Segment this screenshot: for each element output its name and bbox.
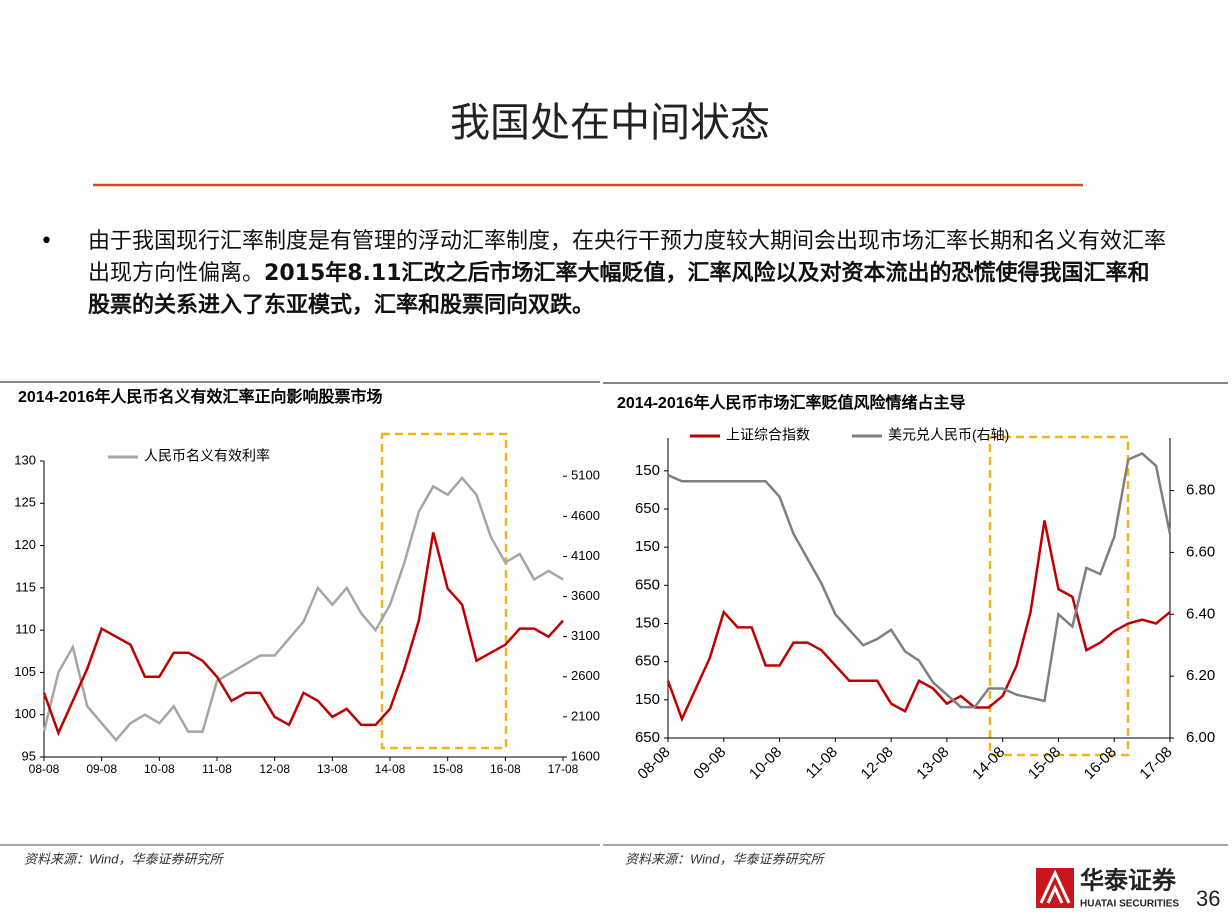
x-tick-label: 13-08 — [913, 744, 952, 783]
x-tick-label: 16-08 — [1081, 744, 1120, 783]
y-tick-label: 120 — [14, 537, 36, 552]
bullet-bold: 2015年8.11汇改之后市场汇率大幅贬值，汇率风险以及对资本流出的恐慌使得我国… — [88, 261, 1150, 318]
source: 资料来源：Wind，华泰证券研究所 — [24, 851, 225, 866]
legend-label: 人民币名义有效利率 — [144, 448, 270, 464]
x-tick-label: 16-08 — [490, 762, 521, 776]
y2-tick-label: 6.40 — [1186, 605, 1215, 622]
bullet-normal: 由于我国现行汇率制度是有管理的浮动汇率制度，在央行干预力度较大期间会出现市场汇率… — [88, 229, 1167, 286]
x-tick-label: 11-08 — [803, 744, 841, 782]
x-tick-label: 17-08 — [548, 762, 579, 776]
x-tick-label: 11-08 — [202, 762, 232, 776]
series-line — [42, 532, 564, 737]
y2-tick-label: 4100 — [571, 548, 600, 563]
y2-tick-label: 6.80 — [1186, 482, 1215, 499]
y-tick-label: 150 — [635, 538, 660, 555]
legend-label: 上证综合指数 — [726, 427, 810, 443]
y2-tick-label: 2600 — [571, 668, 600, 683]
y2-tick-label: 5100 — [571, 468, 600, 483]
y-tick-label: 110 — [15, 622, 36, 637]
x-tick-label: 09-08 — [690, 744, 729, 783]
y-tick-label: 100 — [14, 706, 36, 721]
y2-tick-label: 3600 — [571, 588, 600, 603]
x-tick-label: 15-08 — [1025, 744, 1064, 783]
source: 资料来源：Wind，华泰证券研究所 — [625, 851, 826, 866]
series-line — [42, 475, 564, 743]
x-tick-label: 10-08 — [144, 762, 175, 776]
y-tick-label: 650 — [635, 729, 660, 746]
y-tick-label: 105 — [14, 664, 36, 679]
x-tick-label: 10-08 — [746, 744, 785, 783]
y2-tick-label: 6.60 — [1186, 543, 1215, 560]
y2-tick-label: 1600 — [571, 748, 600, 763]
y-tick-label: 95 — [22, 748, 36, 763]
x-tick-label: 13-08 — [317, 762, 348, 776]
logo-sub: HUATAI SECURITIES — [1080, 899, 1179, 910]
bullet-text: 由于我国现行汇率制度是有管理的浮动汇率制度，在央行干预力度较大期间会出现市场汇率… — [88, 226, 1168, 322]
y-tick-label: 115 — [15, 579, 36, 594]
x-tick-label: 17-08 — [1136, 744, 1175, 783]
series-line — [666, 520, 1171, 723]
y-tick-label: 650 — [635, 653, 660, 670]
slide-title: 我国处在中间状态 — [450, 100, 770, 146]
x-tick-label: 12-08 — [259, 762, 290, 776]
x-tick-label: 08-08 — [634, 744, 673, 783]
logo-icon — [1039, 869, 1071, 904]
y2-tick-label: 3100 — [571, 628, 600, 643]
logo-name: 华泰证券 — [1080, 866, 1177, 894]
y-tick-label: 150 — [635, 462, 660, 479]
highlight-box — [380, 432, 508, 750]
y-tick-label: 650 — [635, 576, 660, 593]
y-tick-label: 130 — [14, 452, 36, 467]
y-tick-label: 150 — [635, 691, 660, 708]
y-tick-label: 150 — [635, 614, 660, 631]
chart-title: 2014-2016年人民币市场汇率贬值风险情绪占主导 — [617, 393, 966, 412]
logo: 华泰证券 HUATAI SECURITIES 36 — [1036, 866, 1220, 911]
y2-tick-label: 4600 — [571, 508, 600, 523]
x-tick-label: 09-08 — [86, 762, 117, 776]
x-tick-label: 14-08 — [969, 744, 1008, 783]
y2-tick-label: 2100 — [571, 708, 600, 723]
y-tick-label: 125 — [14, 495, 36, 510]
highlight-box — [988, 435, 1130, 757]
x-tick-label: 14-08 — [375, 762, 406, 776]
series-line — [667, 451, 1172, 709]
page-number: 36 — [1196, 886, 1220, 911]
bullet-dot: • — [40, 229, 53, 254]
y-tick-label: 650 — [635, 500, 660, 517]
y2-tick-label: 6.00 — [1186, 729, 1215, 746]
x-tick-label: 15-08 — [432, 762, 463, 776]
legend-label: 美元兑人民币(右轴) — [888, 427, 1009, 443]
x-tick-label: 12-08 — [858, 744, 897, 783]
chart-title: 2014-2016年人民币名义有效汇率正向影响股票市场 — [18, 387, 383, 406]
x-tick-label: 08-08 — [29, 762, 60, 776]
y2-tick-label: 6.20 — [1186, 667, 1215, 684]
